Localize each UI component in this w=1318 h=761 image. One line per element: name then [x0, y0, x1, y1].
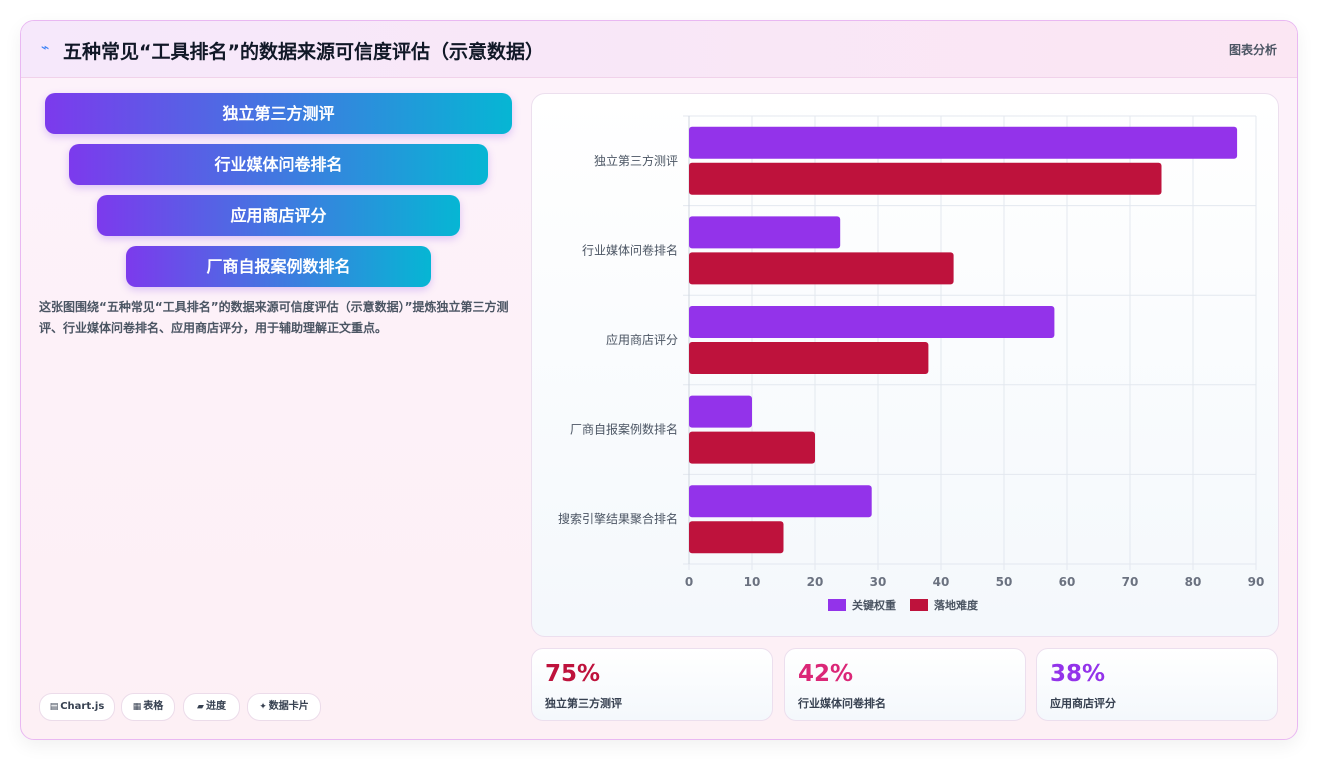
chart-description: 这张图围绕“五种常见“工具排名”的数据来源可信度评估（示意数据）”提炼独立第三方… — [39, 300, 509, 335]
y-tick-label: 应用商店评分 — [606, 332, 678, 347]
bar-key-weight — [689, 126, 1238, 159]
bar-key-weight — [689, 395, 752, 428]
bar-difficulty — [689, 521, 784, 554]
legend-label: 落地难度 — [934, 598, 979, 612]
funnel-item-3: 应用商店评分 — [97, 195, 460, 236]
x-tick-label: 40 — [933, 575, 950, 589]
chip-chartjs[interactable]: ▤ Chart.js — [39, 693, 115, 721]
y-tick-label: 搜索引擎结果聚合排名 — [558, 511, 678, 526]
bar-difficulty — [689, 162, 1162, 195]
page-title: 五种常见“工具排名”的数据来源可信度评估（示意数据） — [63, 41, 544, 63]
x-tick-label: 70 — [1122, 575, 1139, 589]
y-tick-label: 独立第三方测评 — [594, 153, 678, 168]
stat-card-1: 75% 独立第三方测评 — [531, 648, 773, 721]
chip-table[interactable]: ▦ 表格 — [121, 693, 175, 721]
chip-data-card[interactable]: ✦ 数据卡片 — [247, 693, 321, 721]
chart-analysis-label: 图表分析 — [1228, 43, 1277, 57]
progress-icon: ▰ — [197, 702, 204, 712]
x-tick-label: 60 — [1059, 575, 1076, 589]
y-tick-label: 行业媒体问卷排名 — [582, 242, 678, 257]
x-tick-label: 0 — [685, 575, 693, 589]
bar-difficulty — [689, 342, 929, 374]
data-card-icon: ✦ — [259, 702, 267, 712]
table-icon: ▦ — [132, 702, 142, 712]
bar-chart: 0 10 20 30 40 50 60 70 80 90 独立第三方测评行业媒体问卷排名应用商店评分… — [558, 115, 1265, 612]
stat-card-2: 42% 行业媒体问卷排名 — [784, 648, 1026, 721]
legend-label: 关键权重 — [852, 598, 896, 612]
funnel-item-1: 独立第三方测评 — [45, 93, 512, 134]
x-tick-label: 50 — [996, 575, 1013, 589]
funnel-item-4: 厂商自报案例数排名 — [126, 246, 431, 287]
stat-card-3: 38% 应用商店评分 — [1036, 648, 1278, 721]
x-tick-label: 30 — [870, 575, 887, 589]
chip-progress[interactable]: ▰ 进度 — [183, 693, 240, 721]
bar-key-weight — [689, 485, 872, 518]
chip-label: Chart.js — [60, 701, 105, 712]
header: ⌁ 五种常见“工具排名”的数据来源可信度评估（示意数据） 图表分析 — [21, 21, 1297, 78]
dashboard-card: ⌁ 五种常见“工具排名”的数据来源可信度评估（示意数据） 图表分析 独立第三方测… — [20, 20, 1298, 740]
x-tick-label: 90 — [1248, 575, 1265, 589]
stat-value: 42% — [798, 661, 854, 687]
chart-icon: ▤ — [49, 702, 59, 712]
bar-difficulty — [689, 431, 815, 464]
chip-label: 进度 — [205, 701, 226, 712]
x-tick-label: 10 — [744, 575, 761, 589]
funnel-item-2: 行业媒体问卷排名 — [69, 144, 488, 185]
x-tick-label: 20 — [807, 575, 824, 589]
legend-swatch — [910, 599, 928, 611]
x-tick-label: 80 — [1185, 575, 1202, 589]
stat-value: 38% — [1050, 661, 1106, 687]
chart-line-icon: ⌁ — [41, 40, 50, 56]
legend-swatch — [828, 599, 846, 611]
chip-label: 表格 — [143, 701, 164, 712]
stat-value: 75% — [545, 661, 601, 687]
y-tick-label: 厂商自报案例数排名 — [570, 422, 678, 437]
stat-label: 应用商店评分 — [1050, 697, 1116, 710]
chart-panel: 0 10 20 30 40 50 60 70 80 90 独立第三方测评行业媒体问卷排名应用商店评分… — [531, 93, 1279, 637]
stat-label: 独立第三方测评 — [545, 697, 622, 710]
bar-difficulty — [689, 252, 954, 285]
stat-label: 行业媒体问卷排名 — [798, 697, 886, 710]
bar-key-weight — [689, 216, 841, 249]
bar-key-weight — [689, 306, 1055, 338]
chip-label: 数据卡片 — [268, 701, 309, 712]
